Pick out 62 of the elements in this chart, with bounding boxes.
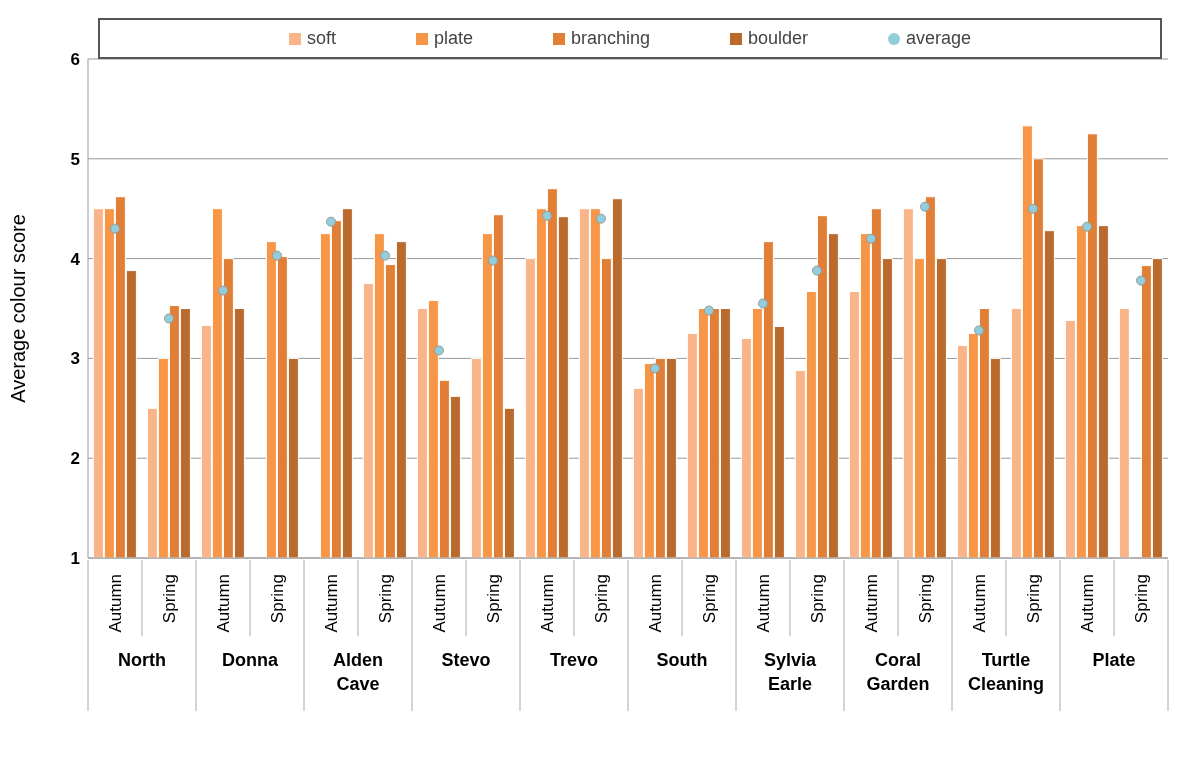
x-tick-label: Autumn <box>645 574 665 633</box>
text: North <box>118 650 166 670</box>
text: South <box>656 650 708 670</box>
x-tick-label: Spring <box>699 574 719 624</box>
x-tick-label: Autumn <box>861 574 881 633</box>
x-tick-label: Spring <box>267 574 287 624</box>
x-tick-label: Autumn <box>753 574 773 633</box>
point <box>541 210 553 221</box>
point <box>919 201 931 212</box>
x-tick-label: Spring <box>375 574 395 624</box>
point <box>865 233 877 244</box>
x-tick-label: Spring <box>591 574 611 624</box>
y-tick-label: 3 <box>70 349 80 369</box>
y-axis-title: Average colour score <box>7 214 30 403</box>
point <box>109 223 121 234</box>
x-tick-label: Autumn <box>105 574 125 633</box>
text: Stevo <box>441 650 491 670</box>
legend-label: boulder <box>747 28 809 49</box>
legend-label: plate <box>432 28 473 49</box>
y-tick-label: 5 <box>70 149 80 169</box>
y-tick-label: 4 <box>70 249 81 269</box>
legend-label: branching <box>569 28 650 49</box>
text: Donna <box>222 650 279 670</box>
x-tick-label: Autumn <box>537 574 557 633</box>
point <box>163 313 175 324</box>
x-tick-label: Spring <box>159 574 179 624</box>
point <box>1135 275 1147 286</box>
text: Coral Garden <box>866 650 930 694</box>
x-tick-label: Spring <box>483 574 503 624</box>
point <box>973 325 985 336</box>
text: Trevo <box>549 650 599 670</box>
legend-label: average <box>905 28 972 49</box>
x-tick-label: Spring <box>1023 574 1043 624</box>
point <box>595 213 607 224</box>
x-tick-label: Autumn <box>1077 574 1097 633</box>
y-tick-label: 6 <box>70 50 80 70</box>
point <box>379 250 391 261</box>
y-tick-label: 2 <box>70 449 80 469</box>
text: Turtle Cleaning <box>967 650 1045 694</box>
x-tick-label: Spring <box>1131 574 1151 624</box>
point <box>1081 221 1093 232</box>
x-tick-label: Spring <box>807 574 827 624</box>
point <box>811 265 823 276</box>
x-tick-label: Autumn <box>213 574 233 633</box>
point <box>325 216 337 227</box>
x-tick-label: Autumn <box>429 574 449 633</box>
point <box>217 285 229 296</box>
point <box>703 305 715 316</box>
text: Sylvia Earle <box>763 650 818 694</box>
text: Alden Cave <box>332 650 384 694</box>
point <box>487 255 499 266</box>
x-tick-label: Autumn <box>321 574 341 633</box>
text: Plate <box>1092 650 1136 670</box>
x-tick-label: Spring <box>915 574 935 624</box>
legend-label: soft <box>305 28 336 49</box>
point <box>649 363 661 374</box>
point <box>433 345 445 356</box>
y-tick-label: 1 <box>70 549 80 569</box>
point <box>271 250 283 261</box>
point <box>757 298 769 309</box>
x-tick-label: Autumn <box>969 574 989 633</box>
point <box>1027 203 1039 214</box>
